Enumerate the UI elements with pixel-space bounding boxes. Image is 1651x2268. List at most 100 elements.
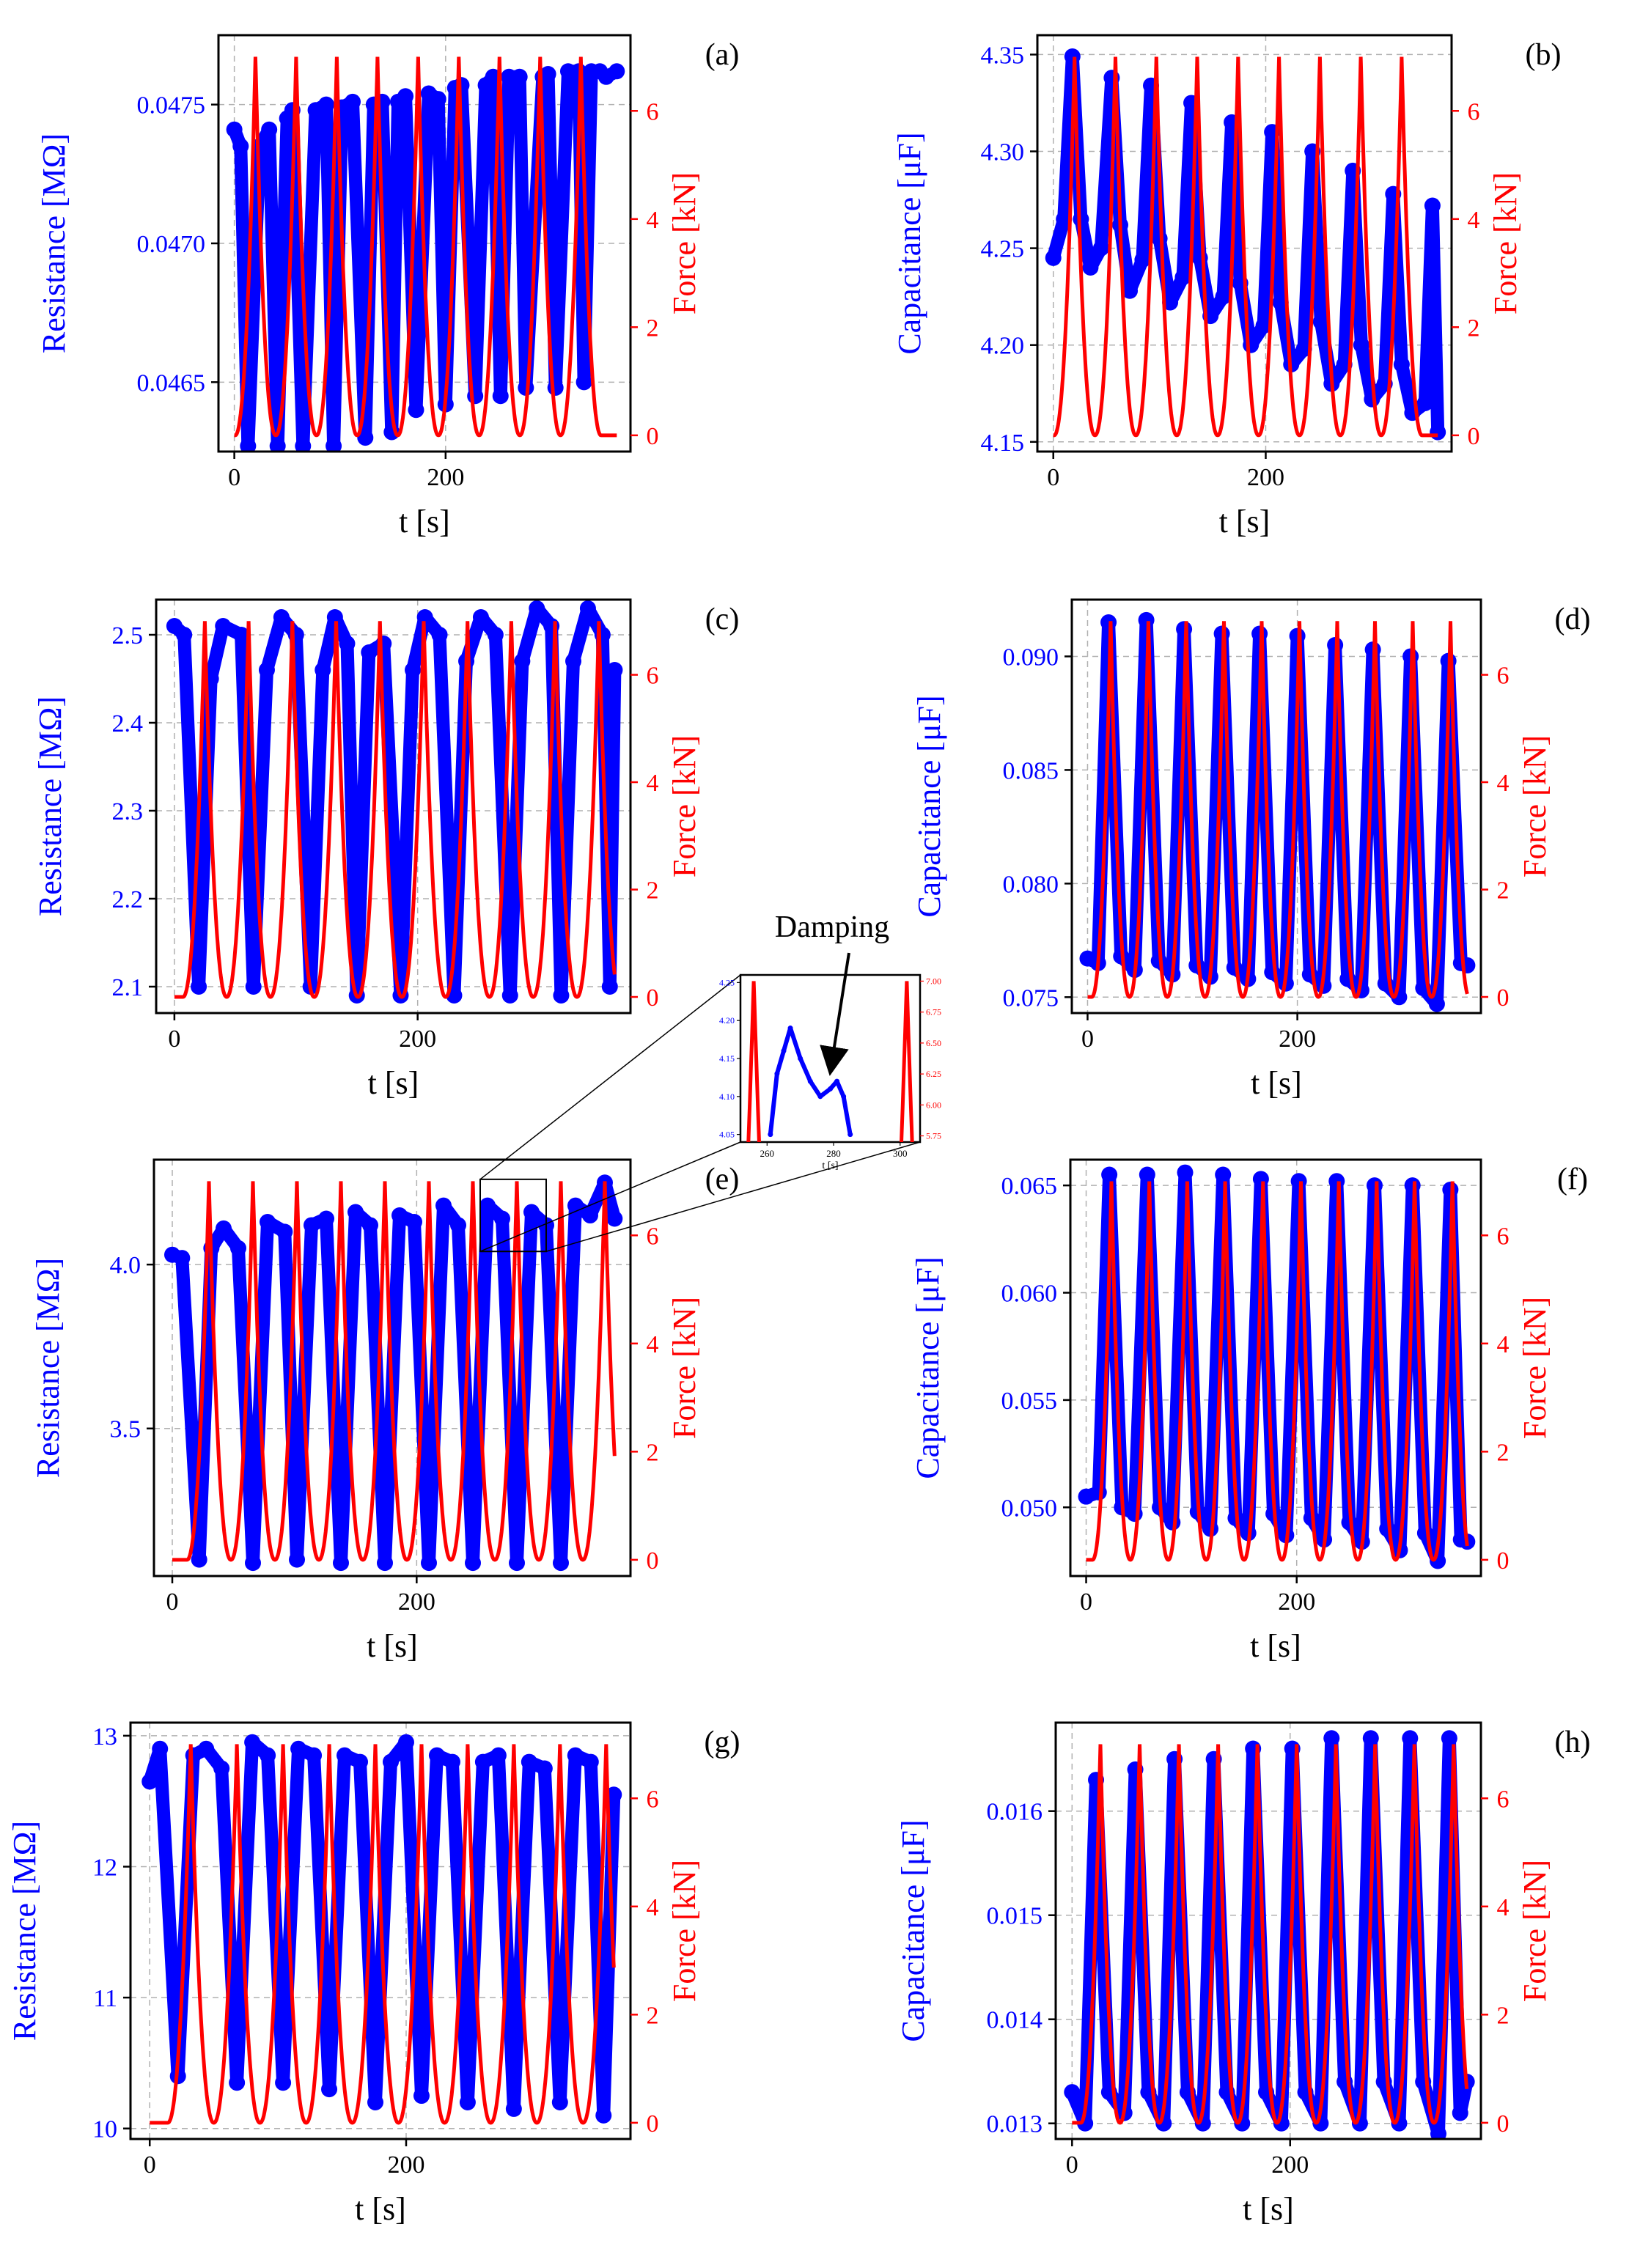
y-tick-label: 4.0: [110, 1252, 141, 1279]
y2-tick-label: 0: [647, 984, 659, 1012]
y-axis-title: Capacitance [μF]: [895, 1819, 931, 2041]
resistance-data-point: [487, 627, 504, 643]
resistance-data-point: [226, 121, 243, 138]
y-tick-label: 10: [92, 2116, 117, 2143]
resistance-data-point: [240, 438, 257, 452]
force-series-line: [172, 1181, 617, 1562]
resistance-data-point: [567, 1747, 584, 1764]
resistance-data-point: [213, 1760, 230, 1777]
y2-tick-label: 6: [1468, 98, 1480, 125]
capacitance-data-point: [1078, 1488, 1095, 1505]
resistance-data-point: [306, 1747, 323, 1764]
resistance-data-point: [547, 379, 564, 396]
resistance-data-point: [421, 1555, 437, 1572]
y2-tick-label: 2: [647, 314, 659, 342]
panel-label: (b): [1526, 38, 1562, 72]
y-axis-title: Resistance [MΩ]: [30, 1258, 66, 1478]
y2-tick-label: 2: [1468, 314, 1480, 342]
resistance-data-point: [529, 600, 545, 616]
inset-y2-tick-label: 6.75: [926, 1007, 941, 1017]
x-axis-title: t [s]: [368, 1065, 419, 1101]
inset-x-tick-label: 280: [826, 1148, 841, 1159]
resistance-data-point: [275, 2074, 292, 2091]
inset-resistance-point: [798, 1056, 804, 1061]
y2-tick-label: 4: [647, 207, 659, 234]
y-tick-label: 0.060: [1001, 1281, 1058, 1308]
resistance-data-point: [523, 1204, 540, 1220]
capacitance-data-point: [1122, 282, 1139, 299]
capacitance-data-point: [1194, 2115, 1211, 2132]
resistance-data-point: [261, 121, 278, 138]
resistance-data-point: [345, 93, 361, 110]
resistance-data-point: [244, 1734, 261, 1750]
force-series-line: [1087, 621, 1469, 999]
zoom-connector: [545, 1141, 921, 1252]
force-series-line: [150, 1744, 616, 2125]
axes-frame: [155, 598, 632, 1015]
capacitance-data-point: [1177, 1164, 1194, 1181]
y-tick-label: 0.015: [987, 1903, 1043, 1930]
inset-x-axis-title: t [s]: [822, 1160, 838, 1171]
inset-frame: [739, 973, 922, 1144]
inset-resistance-point: [817, 1094, 823, 1100]
resistance-data-point: [357, 430, 374, 446]
resistance-data-point: [295, 438, 312, 452]
capacitance-data-point: [1077, 2115, 1094, 2132]
resistance-data-point: [141, 1773, 158, 1790]
y2-tick-label: 2: [1497, 2002, 1510, 2029]
capacitance-data-point: [1191, 249, 1208, 266]
inset-y2-tick-label: 6.00: [926, 1100, 941, 1110]
y-tick-label: 0.080: [1003, 871, 1059, 898]
panel-d: 0 200 t [s] 0.075 0.080 0.085 0.090 0 2 4 6 Capacit…: [911, 598, 1590, 1101]
y-tick-label: 2.5: [112, 622, 144, 649]
y2-tick-label: 4: [647, 1894, 659, 1921]
y-tick-label: 3.5: [110, 1416, 141, 1443]
capacitance-data-point: [1045, 249, 1062, 266]
y2-axis-title: Force [kN]: [666, 1860, 702, 2002]
y2-tick-label: 2: [647, 877, 659, 905]
y2-axis-title: Force [kN]: [1517, 1297, 1553, 1439]
y-tick-label: 13: [92, 1723, 117, 1750]
x-tick-label: 0: [1047, 464, 1059, 491]
y2-tick-label: 4: [1468, 207, 1480, 234]
y2-tick-label: 2: [1497, 877, 1510, 905]
resistance-data-point: [215, 618, 232, 634]
force-series-line: [1053, 56, 1438, 438]
capacitance-data-point: [1101, 1166, 1118, 1183]
capacitance-data-point: [1323, 1730, 1340, 1747]
x-tick-label: 200: [1271, 2151, 1309, 2179]
panel-label: (f): [1557, 1163, 1588, 1196]
resistance-data-point: [431, 627, 448, 643]
resistance-data-point: [304, 1217, 320, 1234]
capacitance-data-point: [1155, 2115, 1172, 2132]
plot-area: [1078, 1164, 1476, 1569]
resistance-data-point: [405, 662, 422, 678]
resistance-data-point: [367, 2094, 384, 2110]
resistance-data-point: [501, 987, 518, 1004]
resistance-data-point: [362, 1217, 378, 1234]
capacitance-data-point: [1273, 2115, 1290, 2132]
x-tick-label: 200: [399, 1026, 436, 1053]
y2-tick-label: 0: [1497, 984, 1510, 1012]
x-tick-label: 0: [1081, 1026, 1094, 1053]
capacitance-data-point: [1452, 2105, 1468, 2121]
axes-frame: [152, 1158, 632, 1577]
capacitance-data-point: [1164, 1514, 1181, 1531]
capacitance-data-point: [1416, 394, 1433, 411]
capacitance-data-point: [1134, 251, 1151, 268]
panel-label: (h): [1555, 1726, 1591, 1759]
resistance-data-point: [606, 662, 623, 678]
inset-y-tick-label: 4.10: [719, 1091, 735, 1102]
resistance-data-point: [474, 1753, 491, 1770]
capacitance-data-point: [1351, 2115, 1368, 2132]
resistance-data-point: [606, 1786, 622, 1803]
y2-tick-label: 4: [1497, 1331, 1510, 1358]
capacitance-data-point: [1391, 2115, 1408, 2132]
capacitance-data-point: [1162, 294, 1179, 311]
capacitance-data-point: [1272, 294, 1289, 311]
inset-y2-tick-label: 6.25: [926, 1069, 941, 1079]
resistance-data-point: [333, 1555, 349, 1572]
y-tick-label: 2.4: [112, 710, 144, 737]
resistance-data-point: [565, 653, 582, 669]
y-axis-title: Capacitance [μF]: [891, 132, 927, 354]
